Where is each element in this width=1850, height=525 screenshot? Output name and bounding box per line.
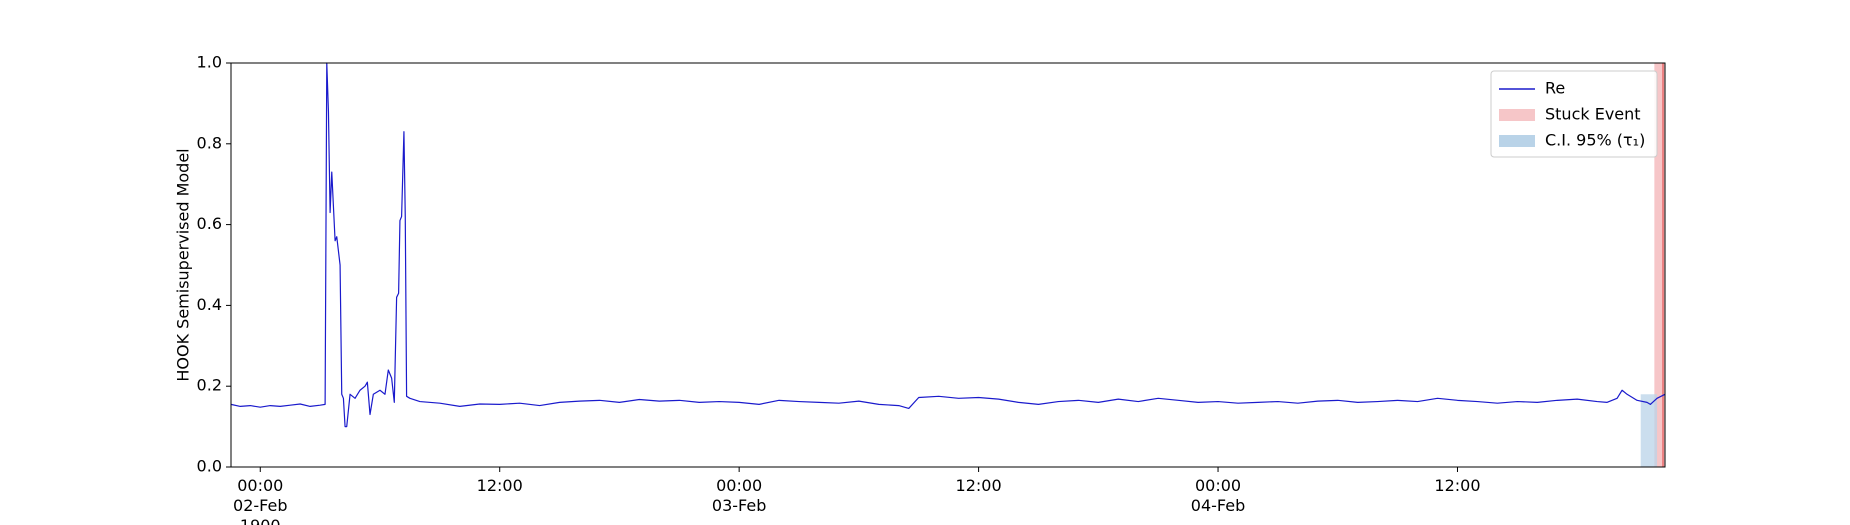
span-band [1640,394,1658,467]
x-tick-label-line: 00:00 [237,476,283,495]
x-tick-label-line: 00:00 [716,476,762,495]
y-tick-label: 0.8 [197,133,222,152]
plot-frame [230,62,1666,468]
x-tick-label-line: 00:00 [1195,476,1241,495]
x-tick-label-line: 04-Feb [1191,496,1245,515]
x-tick-label: 12:00 [1434,476,1480,495]
x-tick-label: 12:00 [956,476,1002,495]
legend-label: Re [1545,79,1565,98]
x-tick-label-line: 02-Feb [233,496,287,515]
x-tick-label-line: 1900 [240,516,281,525]
y-tick-label: 1.0 [197,53,222,72]
y-tick-label: 0.0 [197,457,222,476]
y-tick-label: 0.4 [197,295,222,314]
x-tick-label-line: 03-Feb [712,496,766,515]
y-tick-label: 0.6 [197,214,222,233]
x-tick-label: 12:00 [477,476,523,495]
x-tick-label: 00:00 04-Feb [1191,476,1245,515]
x-tick-label-line: 12:00 [477,476,523,495]
span-band [1654,63,1665,467]
x-tick-label: 00:00 03-Feb [712,476,766,515]
x-tick-label-line: 12:00 [956,476,1002,495]
y-axis-label: HOOK Semisupervised Model [174,148,193,381]
series-line [230,62,1666,428]
legend-swatch [1499,135,1535,147]
legend-swatch [1499,109,1535,121]
y-tick-label: 0.2 [197,376,222,395]
x-tick-label-line: 12:00 [1434,476,1480,495]
legend-label: Stuck Event [1545,105,1641,124]
legend-label: C.I. 95% (τ₁) [1545,131,1645,150]
